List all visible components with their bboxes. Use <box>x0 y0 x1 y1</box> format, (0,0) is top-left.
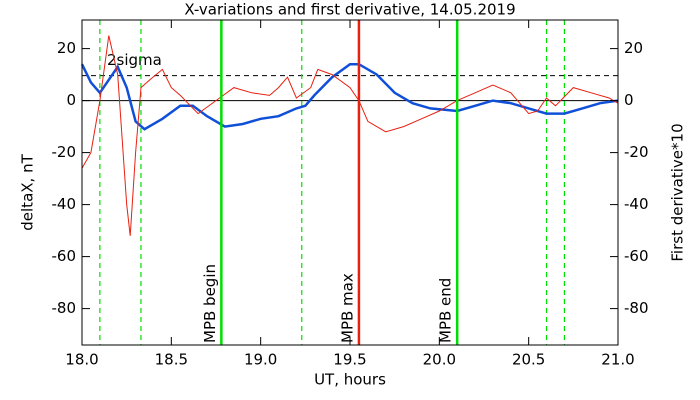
y-tick-label: -20 <box>52 143 77 161</box>
marker-label: MPB end <box>437 278 455 343</box>
y2-tick-label: -60 <box>624 247 649 265</box>
marker-label: MPB begin <box>201 264 219 343</box>
y2-tick-label: -40 <box>624 195 649 213</box>
y2-tick-label: 0 <box>624 91 634 109</box>
y-tick-label: -60 <box>52 247 77 265</box>
series-line <box>81 35 619 236</box>
y-tick-label: 20 <box>57 39 76 57</box>
y2-axis-label: First derivative*10 <box>669 123 687 261</box>
x-tick-label: 18.5 <box>155 351 188 369</box>
sigma-label: 2sigma <box>107 51 162 69</box>
y2-tick-label: -20 <box>624 143 649 161</box>
y2-tick-label: -80 <box>624 299 649 317</box>
x-tick-label: 20.5 <box>512 351 545 369</box>
y-tick-label: 0 <box>66 91 76 109</box>
y-tick-label: -80 <box>52 299 77 317</box>
y-tick-label: -40 <box>52 195 77 213</box>
x-tick-label: 21.0 <box>601 351 634 369</box>
x-tick-label: 19.0 <box>244 351 277 369</box>
x-axis-label: UT, hours <box>314 371 386 389</box>
x-tick-label: 18.0 <box>65 351 98 369</box>
marker-label: MPB max <box>338 273 356 343</box>
y2-tick-label: 20 <box>624 39 643 57</box>
series-line <box>80 62 619 131</box>
chart-title: X-variations and first derivative, 14.05… <box>184 1 515 19</box>
x-tick-label: 20.0 <box>423 351 456 369</box>
y-axis-label: deltaX, nT <box>19 153 37 230</box>
x-tick-label: 19.5 <box>333 351 366 369</box>
